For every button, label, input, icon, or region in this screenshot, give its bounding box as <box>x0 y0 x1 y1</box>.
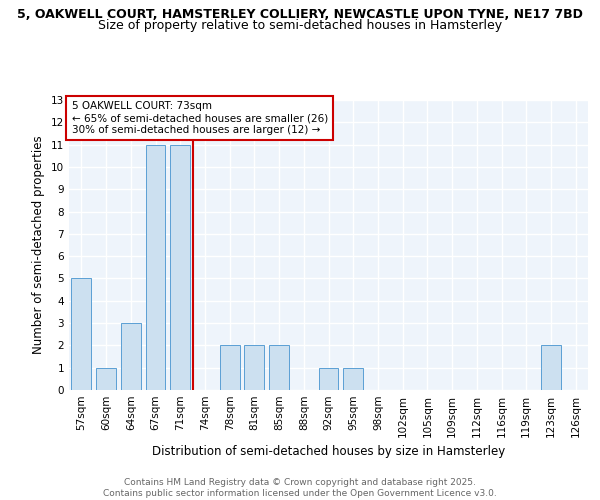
Text: Size of property relative to semi-detached houses in Hamsterley: Size of property relative to semi-detach… <box>98 18 502 32</box>
Text: Contains HM Land Registry data © Crown copyright and database right 2025.
Contai: Contains HM Land Registry data © Crown c… <box>103 478 497 498</box>
Bar <box>541 346 561 390</box>
Text: 5 OAKWELL COURT: 73sqm
← 65% of semi-detached houses are smaller (26)
30% of sem: 5 OAKWELL COURT: 73sqm ← 65% of semi-det… <box>71 102 328 134</box>
X-axis label: Distribution of semi-detached houses by size in Hamsterley: Distribution of semi-detached houses by … <box>152 446 505 458</box>
Bar <box>121 323 140 390</box>
Text: 5, OAKWELL COURT, HAMSTERLEY COLLIERY, NEWCASTLE UPON TYNE, NE17 7BD: 5, OAKWELL COURT, HAMSTERLEY COLLIERY, N… <box>17 8 583 20</box>
Bar <box>146 144 166 390</box>
Bar <box>343 368 363 390</box>
Bar <box>170 144 190 390</box>
Y-axis label: Number of semi-detached properties: Number of semi-detached properties <box>32 136 46 354</box>
Bar <box>319 368 338 390</box>
Bar <box>269 346 289 390</box>
Bar <box>244 346 264 390</box>
Bar <box>71 278 91 390</box>
Bar <box>220 346 239 390</box>
Bar <box>96 368 116 390</box>
